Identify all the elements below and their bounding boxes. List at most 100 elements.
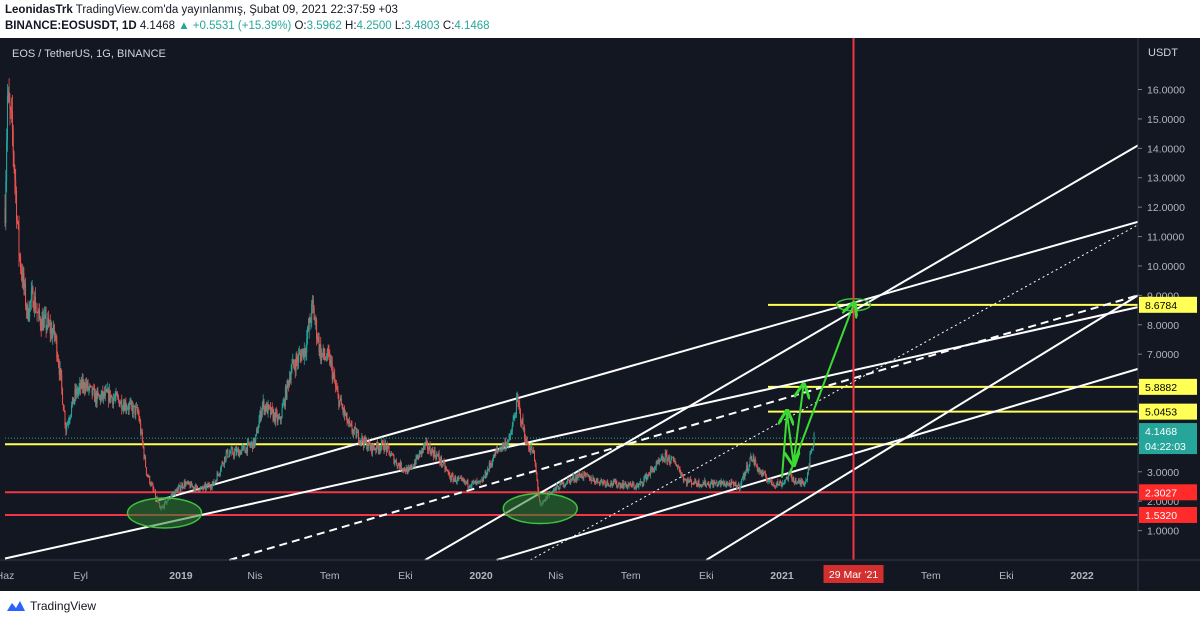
highlight-ellipse[interactable] [502,492,579,525]
candle-body [181,484,183,488]
candle-body [567,479,569,481]
candle-body [555,487,557,489]
candle-body [523,428,525,430]
candle-body [379,448,381,451]
candle-body [305,352,307,354]
candle-body [97,391,99,394]
candle-body [299,353,301,355]
candle-body [62,388,64,405]
candle-body [745,471,747,473]
candle-body [441,457,443,465]
candle-body [438,453,440,460]
trend-line[interactable] [424,144,1139,561]
candle-body [427,442,429,450]
candle-body [719,481,721,485]
candle-body [26,304,28,311]
candle-body [443,461,445,464]
candle-body [404,467,406,471]
candle-body [71,405,73,415]
candle-body [316,338,318,341]
candle-body [94,392,96,402]
candle-body [151,483,153,486]
candle-body [397,463,399,467]
candle-body [635,485,637,489]
candle-body [334,374,336,383]
candle-body [498,449,500,451]
candle-body [734,482,736,484]
candle-body [607,480,609,484]
candle-body [304,348,306,354]
chart-area[interactable]: 29 Mar '21 1.00002.00003.00004.00005.000… [0,38,1200,591]
candle-body [372,444,374,449]
candle-body [777,481,779,485]
candle-body [315,319,317,322]
candle-body [330,359,332,365]
candle-body [808,466,810,468]
candle-body [78,387,80,392]
candle-body [520,409,522,422]
candle-body [173,492,175,495]
candle-body [279,417,281,420]
candle-body [423,444,425,447]
candle-body [550,491,552,493]
trend-line[interactable] [155,220,1139,503]
candle-body [513,416,515,420]
candle-body [122,409,124,411]
author-name[interactable]: LeonidasTrk [5,4,73,16]
trend-line[interactable] [229,294,1139,561]
candle-body [707,483,709,484]
candle-body [780,482,782,487]
trend-line[interactable] [496,367,1139,561]
candle-body [795,479,797,485]
candle-body [192,486,194,489]
candle-body [448,472,450,474]
candle-body [700,484,702,487]
price-chart[interactable]: 29 Mar '21 1.00002.00003.00004.00005.000… [0,38,1200,591]
candle-body [766,479,768,483]
projection-arrow[interactable] [792,387,803,464]
candle-body [595,480,597,483]
candle-body [596,478,598,481]
candle-body [715,482,717,484]
candle-body [731,481,733,483]
candle-body [728,482,730,485]
trend-line[interactable] [705,294,1139,561]
candle-body [668,456,670,458]
candle-body [609,485,611,486]
candle-body [460,477,462,479]
x-tick-label: Eki [699,570,714,582]
candle-body [63,410,65,412]
candle-body [293,359,295,365]
footer-brand[interactable]: TradingView [30,599,97,613]
y-tick-label: 8.0000 [1147,320,1179,332]
candle-body [178,485,180,487]
candle-body [109,390,111,401]
candle-body [136,407,138,408]
candle-body [66,425,68,431]
candle-body [307,327,309,330]
highlight-ellipse[interactable] [126,497,203,529]
candle-body [710,481,712,484]
candle-body [373,448,375,450]
candle-body [572,475,574,479]
candle-body [251,442,253,445]
candle-body [122,404,124,410]
candle-body [330,359,332,363]
candle-body [786,476,788,479]
candle-body [102,390,104,399]
candle-body [791,474,793,480]
candle-body [272,409,274,421]
candle-body [185,483,187,487]
ohlc-line: BINANCE:EOSUSDT, 1D 4.1468 ▲ +0.5531 (+1… [5,20,490,32]
projection-arrow[interactable] [788,305,853,476]
projection-arrow[interactable] [782,413,787,478]
trend-line[interactable] [530,224,1139,561]
candle-body [564,484,566,486]
projection-arrow[interactable] [787,412,794,463]
candle-body [501,448,503,451]
candle-body [800,480,802,484]
candle-body [338,394,340,407]
candle-body [491,464,493,465]
candle-body [796,483,798,485]
candle-body [404,470,406,472]
